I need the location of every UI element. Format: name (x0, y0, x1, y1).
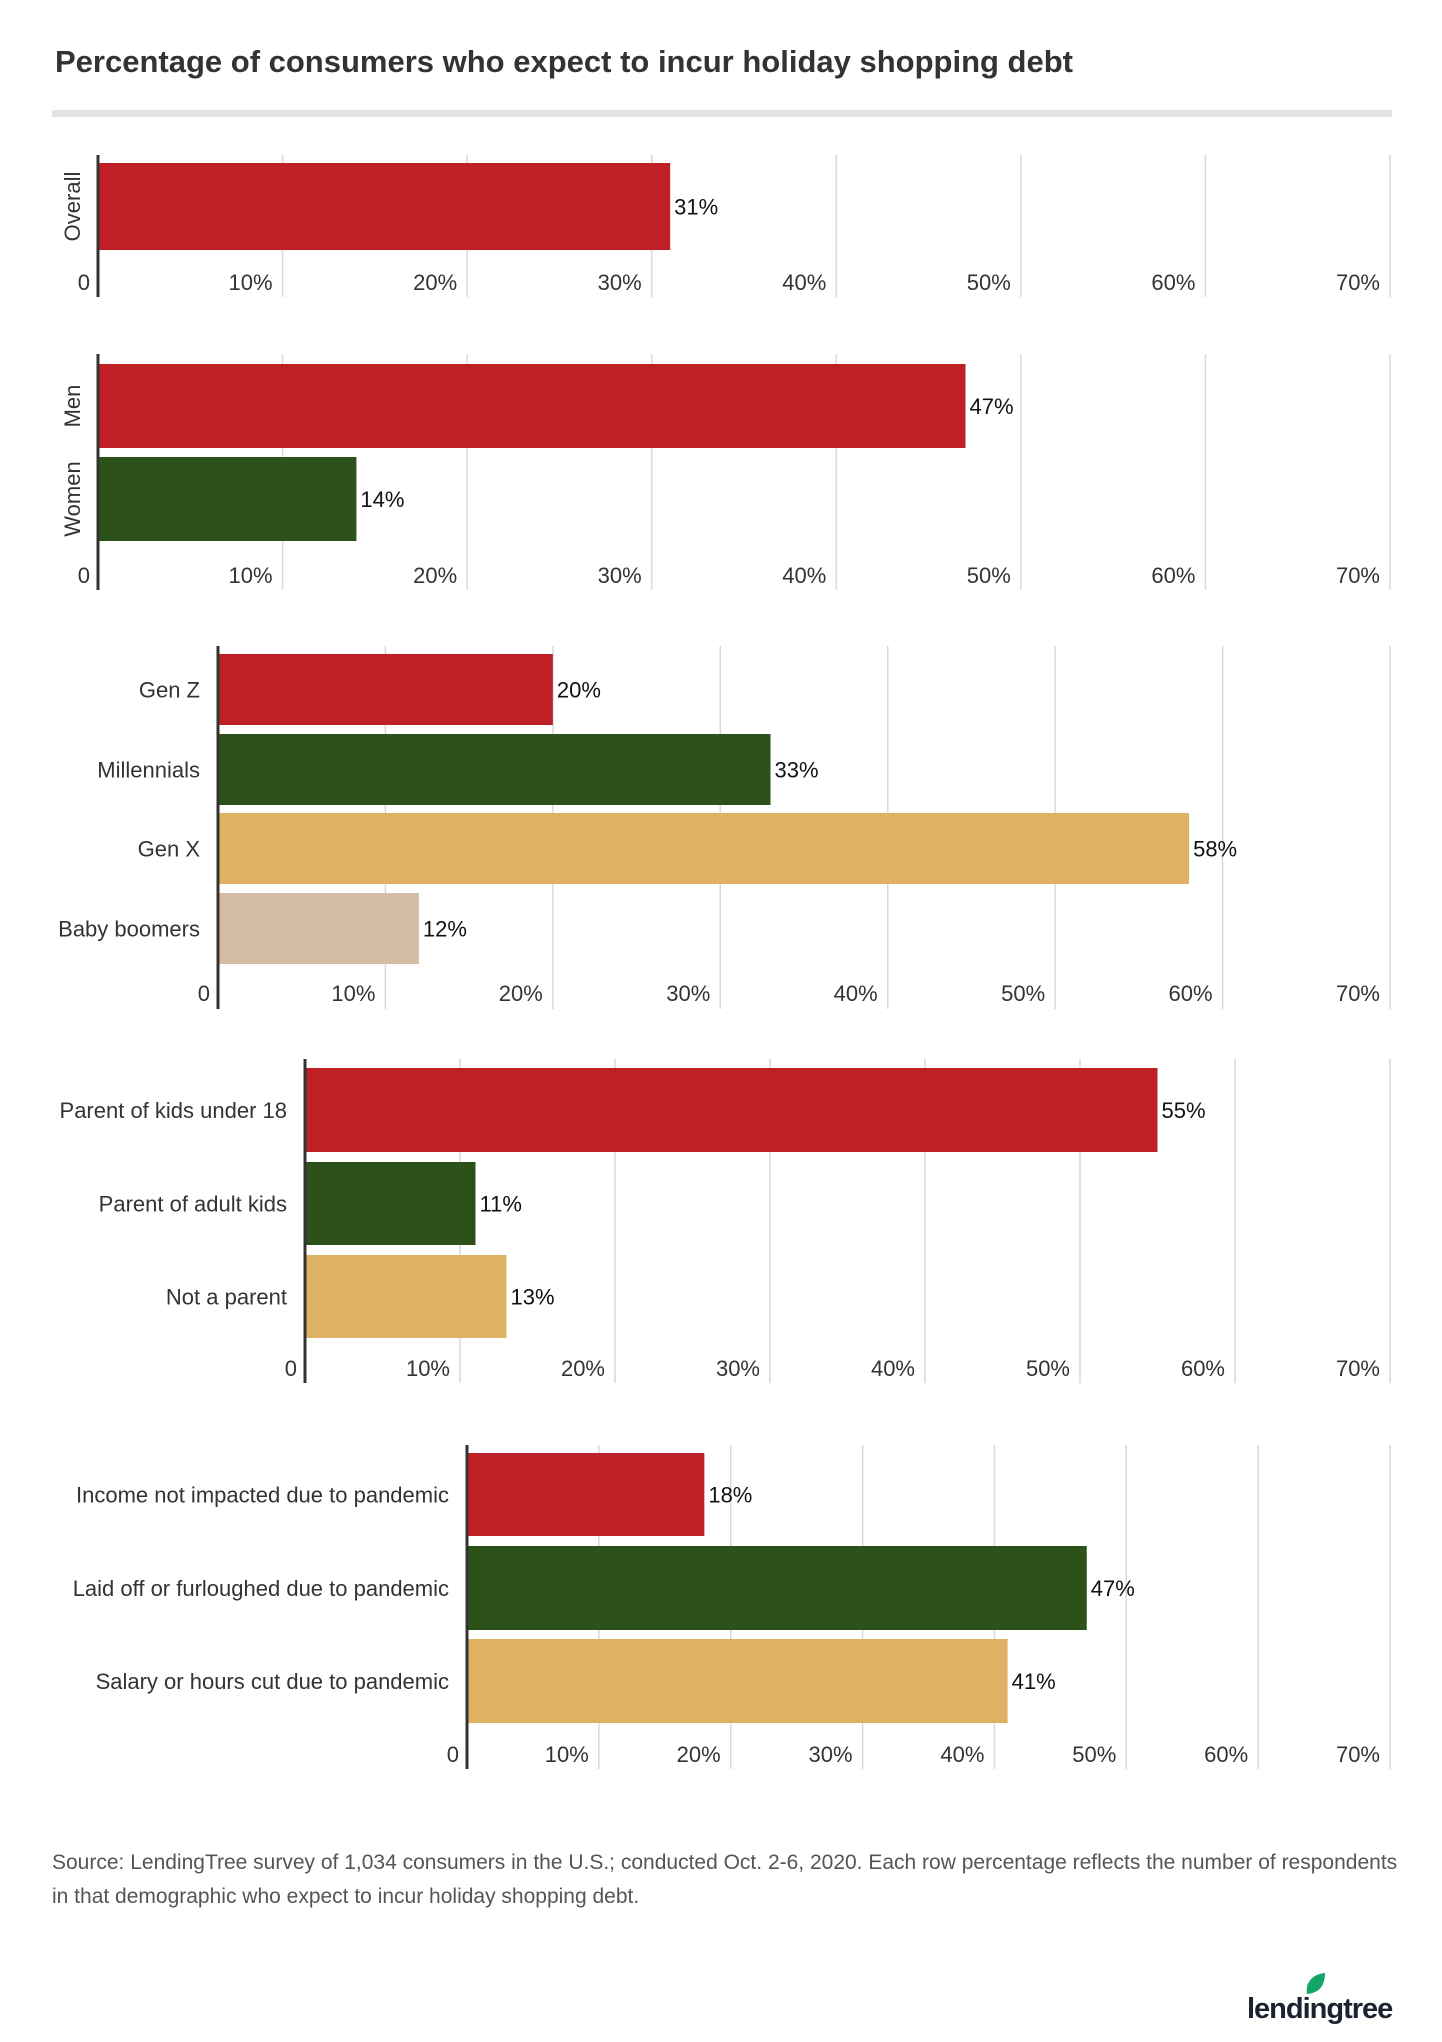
category-label: Parent of adult kids (99, 1192, 287, 1217)
tick-label: 40% (871, 1356, 915, 1381)
category-label: Income not impacted due to pandemic (76, 1483, 449, 1508)
leaf-icon (1306, 1973, 1325, 1994)
bar (305, 1162, 476, 1245)
tick-label: 60% (1151, 270, 1195, 295)
tick-label: 40% (940, 1742, 984, 1767)
tick-label: 0 (447, 1742, 459, 1767)
bar (98, 364, 966, 448)
tick-label: 30% (666, 981, 710, 1006)
tick-label: 20% (677, 1742, 721, 1767)
bar (467, 1453, 705, 1536)
tick-label: 60% (1181, 1356, 1225, 1381)
category-label: Gen X (138, 837, 201, 862)
bar (467, 1546, 1087, 1630)
value-label: 20% (557, 678, 601, 703)
tick-label: 40% (782, 563, 826, 588)
tick-label: 20% (499, 981, 543, 1006)
category-label: Millennials (97, 758, 200, 783)
tick-label: 40% (834, 981, 878, 1006)
value-label: 12% (423, 917, 467, 942)
source-note: Source: LendingTree survey of 1,034 cons… (52, 1851, 1398, 1908)
category-label: Parent of kids under 18 (60, 1098, 287, 1123)
tick-label: 60% (1204, 1742, 1248, 1767)
bar (218, 893, 419, 964)
tick-label: 30% (716, 1356, 760, 1381)
logo-text: lendingtree (1247, 1993, 1393, 2025)
tick-label: 50% (967, 563, 1011, 588)
tick-label: 20% (413, 270, 457, 295)
tick-label: 10% (229, 563, 273, 588)
category-label: Women (60, 461, 85, 536)
tick-label: 20% (413, 563, 457, 588)
category-label: Overall (60, 172, 85, 242)
category-label: Salary or hours cut due to pandemic (96, 1669, 449, 1694)
value-label: 11% (480, 1192, 522, 1217)
tick-label: 40% (782, 270, 826, 295)
tick-label: 50% (1072, 1742, 1116, 1767)
value-label: 47% (969, 394, 1013, 419)
value-label: 13% (511, 1285, 555, 1310)
tick-label: 30% (809, 1742, 853, 1767)
tick-label: 30% (598, 270, 642, 295)
tick-label: 10% (331, 981, 375, 1006)
value-label: 41% (1012, 1669, 1056, 1694)
bar (98, 163, 671, 250)
tick-label: 0 (285, 1356, 297, 1381)
value-label: 55% (1162, 1098, 1206, 1123)
category-label: Gen Z (139, 678, 200, 703)
tick-label: 0 (78, 563, 90, 588)
tick-label: 10% (406, 1356, 450, 1381)
bar (305, 1068, 1158, 1152)
category-label: Men (60, 385, 85, 428)
bar (218, 734, 771, 805)
bar (218, 654, 553, 725)
tick-label: 50% (1001, 981, 1045, 1006)
tick-label: 0 (78, 270, 90, 295)
value-label: 33% (775, 758, 819, 783)
value-label: 31% (674, 195, 718, 220)
value-label: 14% (360, 487, 404, 512)
tick-label: 70% (1336, 563, 1380, 588)
title-divider (52, 110, 1392, 117)
tick-label: 30% (598, 563, 642, 588)
chart-title: Percentage of consumers who expect to in… (55, 44, 1073, 79)
category-label: Laid off or furloughed due to pandemic (73, 1576, 449, 1601)
tick-label: 70% (1336, 270, 1380, 295)
tick-label: 50% (967, 270, 1011, 295)
tick-label: 70% (1336, 1356, 1380, 1381)
value-label: 58% (1193, 837, 1237, 862)
tick-label: 20% (561, 1356, 605, 1381)
tick-label: 60% (1169, 981, 1213, 1006)
tick-label: 10% (545, 1742, 589, 1767)
lendingtree-logo: lendingtree (1247, 1973, 1394, 2025)
value-label: 47% (1091, 1576, 1135, 1601)
tick-label: 70% (1336, 1742, 1380, 1767)
bar (98, 457, 357, 541)
tick-label: 50% (1026, 1356, 1070, 1381)
category-label: Not a parent (166, 1285, 287, 1310)
value-label: 18% (708, 1483, 752, 1508)
tick-label: 10% (229, 270, 273, 295)
tick-label: 70% (1336, 981, 1380, 1006)
category-label: Baby boomers (58, 917, 200, 942)
bar (305, 1255, 507, 1338)
bar (467, 1639, 1008, 1723)
tick-label: 60% (1151, 563, 1195, 588)
bar (218, 813, 1190, 884)
tick-label: 0 (198, 981, 210, 1006)
